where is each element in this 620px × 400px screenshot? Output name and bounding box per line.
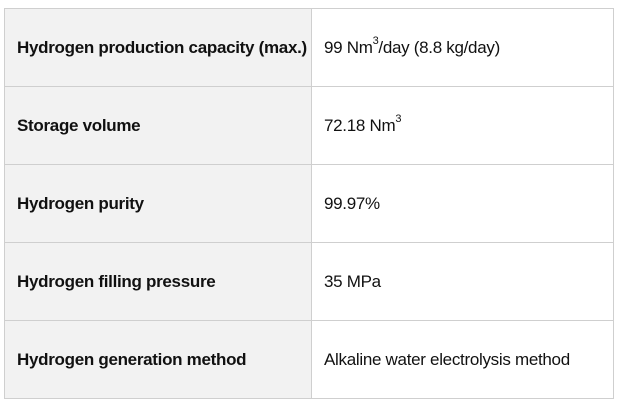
value-superscript: 3	[372, 34, 379, 47]
value-suffix: /day (8.8 kg/day)	[378, 37, 500, 57]
row-label: Hydrogen purity	[4, 164, 312, 243]
row-label: Hydrogen production capacity (max.)	[4, 8, 312, 87]
value-text: 99 Nm	[324, 37, 373, 57]
row-label: Hydrogen filling pressure	[4, 242, 312, 321]
table-row: Hydrogen filling pressure 35 MPa	[4, 242, 614, 321]
table-row: Hydrogen purity 99.97%	[4, 164, 614, 243]
row-label: Storage volume	[4, 86, 312, 165]
row-value: 72.18 Nm3	[311, 86, 614, 165]
value-superscript: 3	[395, 112, 402, 125]
value-text: Alkaline water electrolysis method	[324, 349, 570, 369]
value-text: 99.97%	[324, 193, 380, 213]
table-row: Storage volume 72.18 Nm3	[4, 86, 614, 165]
row-value: 99.97%	[311, 164, 614, 243]
row-value: 99 Nm3/day (8.8 kg/day)	[311, 8, 614, 87]
row-label: Hydrogen generation method	[4, 320, 312, 399]
value-text: 35 MPa	[324, 271, 381, 291]
spec-table: Hydrogen production capacity (max.) 99 N…	[4, 8, 614, 399]
row-value: Alkaline water electrolysis method	[311, 320, 614, 399]
table-row: Hydrogen production capacity (max.) 99 N…	[4, 8, 614, 87]
value-text: 72.18 Nm	[324, 115, 396, 135]
row-value: 35 MPa	[311, 242, 614, 321]
table-row: Hydrogen generation method Alkaline wate…	[4, 320, 614, 399]
